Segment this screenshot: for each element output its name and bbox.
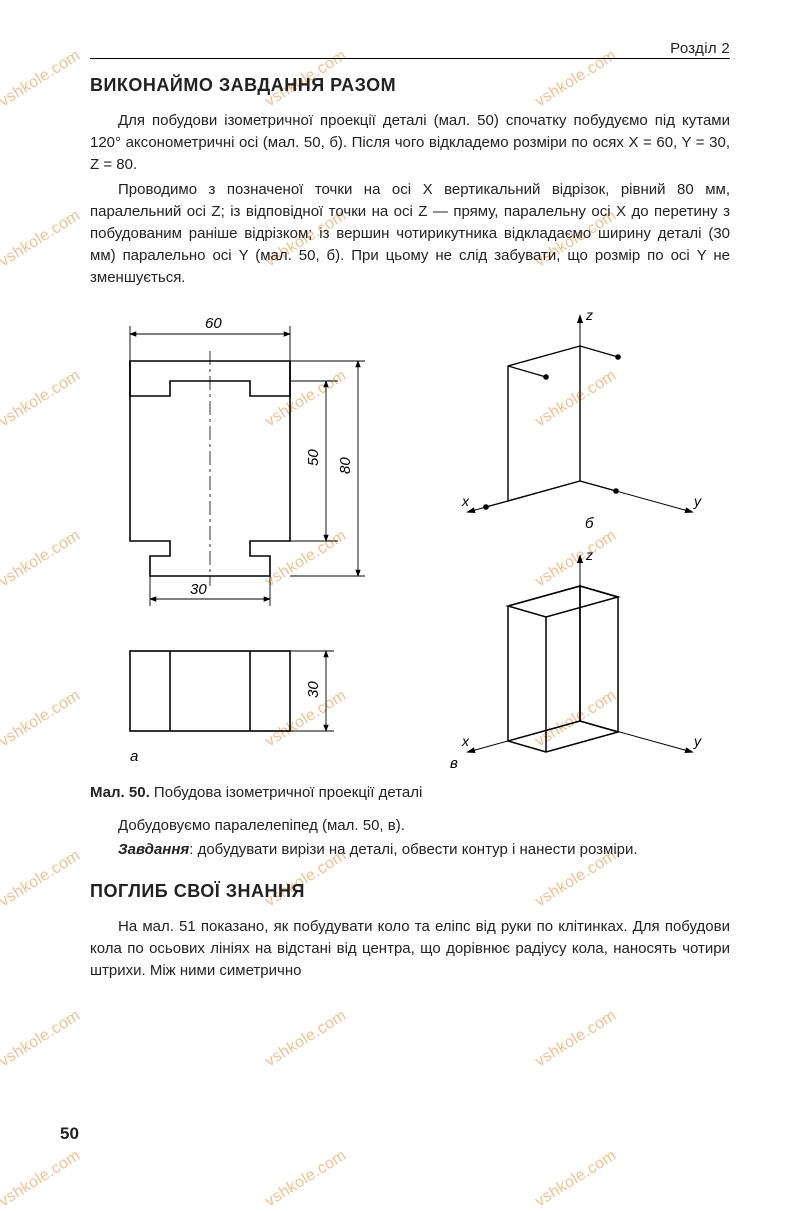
fig-caption-text: Побудова ізометричної проекції деталі [154,784,422,801]
para-5: На мал. 51 показано, як побудувати коло … [90,916,730,983]
fig-label-b: б [585,515,594,532]
page: Розділ 2 ВИКОНАЙМО ЗАВДАННЯ РАЗОМ Для по… [0,0,800,1034]
iso-b: z x y б [461,307,702,532]
fig-caption-num: Мал. 50. [90,784,150,801]
para-4: Завдання: добудувати вирізи на деталі, о… [90,839,730,861]
watermark: vshkole.com [262,1147,350,1211]
header-rule [90,58,730,59]
para-2: Проводимо з позначеної точки на осі X ве… [90,179,730,290]
figure-50a: 60 50 80 [90,306,370,776]
iso-v: z x y [461,547,702,752]
fig-label-v: в [450,755,458,772]
fig-caption: Мал. 50. Побудова ізометричної проекції … [90,784,730,801]
axis-z-v: z [585,547,593,563]
dim-80: 80 [337,456,354,473]
figure-50bv: z x y б [430,306,730,776]
axis-x-v: x [461,733,470,749]
para-4-label: Завдання [118,841,189,858]
title-vykonaimo: ВИКОНАЙМО ЗАВДАННЯ РАЗОМ [90,75,730,96]
watermark: vshkole.com [532,1147,620,1211]
section-header: Розділ 2 [90,40,730,57]
figure-50: 60 50 80 [90,306,730,801]
dim-30-b: 30 [305,680,322,697]
watermark: vshkole.com [0,1147,84,1211]
dim-50: 50 [305,448,322,465]
axis-z-b: z [585,307,593,323]
title-poglyb: ПОГЛИБ СВОЇ ЗНАННЯ [90,881,730,902]
dim-60: 60 [205,315,222,332]
para-3: Добудовуємо паралелепіпед (мал. 50, в). [90,815,730,837]
para-1: Для побудови ізометричної проекції детал… [90,110,730,177]
fig-label-a: а [130,748,138,765]
dim-30-a: 30 [190,581,207,598]
axis-y-v: y [693,733,702,749]
para-4-text: : добудувати вирізи на деталі, обвести к… [189,841,637,858]
page-number: 50 [60,1124,79,1144]
axis-y-b: y [693,493,702,509]
axis-x-b: x [461,493,470,509]
